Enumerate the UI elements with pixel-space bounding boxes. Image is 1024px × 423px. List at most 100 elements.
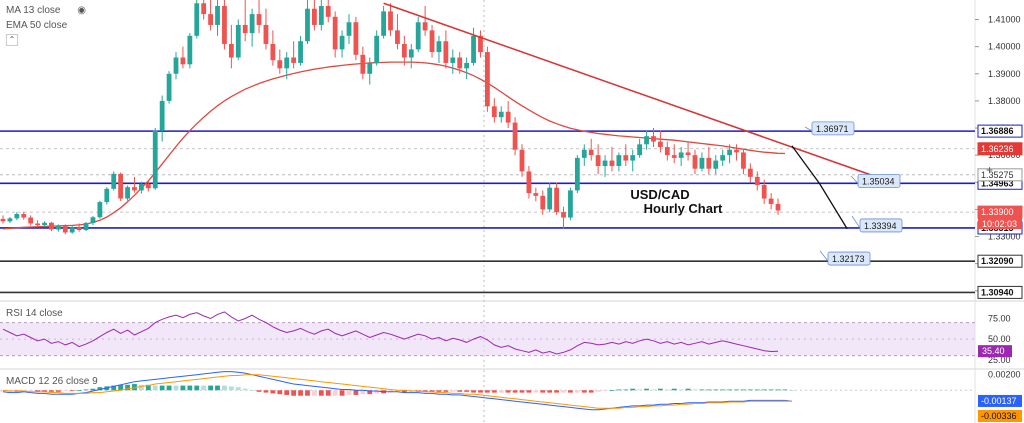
macd-histogram-bar (561, 390, 566, 393)
candle-body (512, 122, 518, 150)
macd-histogram-bar (623, 389, 629, 391)
candle-body (118, 173, 124, 199)
macd-histogram-bar (111, 385, 117, 391)
candle-body (526, 171, 532, 194)
signal-value-tag (978, 410, 1022, 422)
macd-histogram-bar (602, 390, 608, 392)
candle-body (422, 22, 428, 31)
candle-body (173, 57, 179, 74)
legend-ma[interactable]: MA 13 close ◉ (6, 5, 86, 16)
macd-value-label: -0.00137 (981, 396, 1017, 406)
candlestick-bar (256, 0, 262, 34)
candle-body (270, 43, 276, 61)
candle-body (305, 8, 310, 42)
callout-connector (819, 250, 829, 262)
candlestick-bar (568, 187, 573, 221)
candlestick-bar (436, 35, 442, 63)
candlestick-bar (775, 198, 781, 215)
candle-body (277, 60, 283, 69)
candlestick-bar (235, 19, 241, 61)
candlestick-bar (0, 215, 6, 224)
candlestick-bar (761, 179, 767, 204)
candle-body (678, 152, 684, 158)
candle-body (381, 11, 386, 36)
candle-body (471, 35, 476, 63)
candlestick-bar (90, 215, 96, 226)
macd-histogram-bar (505, 390, 511, 393)
candle-body (55, 226, 61, 230)
macd-histogram-bar (644, 388, 649, 391)
candle-body (658, 141, 663, 148)
price-callout-label: 1.36971 (816, 124, 849, 134)
candle-body (464, 62, 470, 69)
price-callout-box (811, 121, 855, 136)
macd-histogram-bar (519, 390, 525, 393)
candlestick-bar (401, 35, 407, 66)
candle-body (201, 3, 207, 15)
candle-body (194, 3, 200, 36)
candle-body (215, 5, 220, 25)
candlestick-bar (588, 138, 594, 161)
candlestick-bar (630, 149, 636, 172)
candlestick-bar (450, 49, 456, 74)
macd-histogram-bar (125, 384, 130, 391)
candle-body (533, 193, 539, 196)
legend-rsi[interactable]: RSI 14 close (6, 308, 63, 319)
price-callout-label: 1.35034 (862, 176, 895, 186)
macd-histogram-bar (789, 390, 795, 392)
candlestick-bar (505, 100, 511, 129)
candle-body (291, 57, 297, 63)
macd-histogram-bar (395, 390, 400, 392)
candlestick-bar (408, 43, 414, 69)
visibility-icon[interactable]: ◉ (77, 5, 86, 16)
macd-histogram-bar (90, 388, 96, 391)
price-callout-box (827, 251, 871, 266)
candlestick-bar (623, 144, 629, 167)
candle-body (616, 155, 622, 167)
candle-body (706, 157, 712, 169)
annotation-title: USD/CAD (630, 187, 689, 202)
macd-histogram-bar (547, 390, 553, 393)
candlestick-bar (159, 95, 165, 142)
candle-body (630, 155, 636, 161)
candlestick-bar (291, 41, 297, 69)
candle-body (741, 152, 746, 169)
candle-body (609, 160, 615, 167)
candle-body (111, 173, 117, 189)
collapse-icon[interactable]: ⌃ (6, 34, 18, 46)
candle-body (388, 11, 393, 31)
candle-body (623, 155, 629, 161)
candle-body (104, 188, 110, 203)
macd-histogram-bar (540, 390, 546, 393)
candlestick-bar (28, 215, 34, 226)
candle-body (298, 41, 303, 63)
macd-histogram-bar (671, 388, 677, 391)
macd-histogram-bar (699, 389, 705, 391)
candlestick-bar (325, 0, 331, 23)
candle-body (242, 24, 248, 34)
candle-body (28, 217, 34, 224)
candle-body (401, 43, 407, 58)
legend-ema[interactable]: EMA 50 close (6, 20, 68, 31)
macd-histogram-bar (747, 389, 753, 391)
macd-histogram-bar (132, 384, 137, 391)
candlestick-bar (581, 144, 587, 167)
candle-body (62, 226, 68, 233)
macd-histogram-bar (401, 390, 407, 393)
macd-histogram-bar (374, 390, 380, 394)
candle-body (664, 147, 670, 156)
candle-body (263, 24, 269, 44)
descending-trendline (383, 2, 896, 185)
candlestick-bar (547, 182, 553, 213)
candlestick-bar (512, 117, 518, 156)
candle-body (547, 187, 553, 210)
candlestick-bar (664, 141, 670, 161)
macd-histogram-bar (159, 385, 165, 391)
macd-histogram-bar (664, 389, 670, 391)
legend-macd[interactable]: MACD 12 26 close 9 (6, 376, 98, 387)
candlestick-bar (367, 57, 373, 85)
candle-body (651, 136, 656, 142)
candle-body (727, 149, 732, 156)
